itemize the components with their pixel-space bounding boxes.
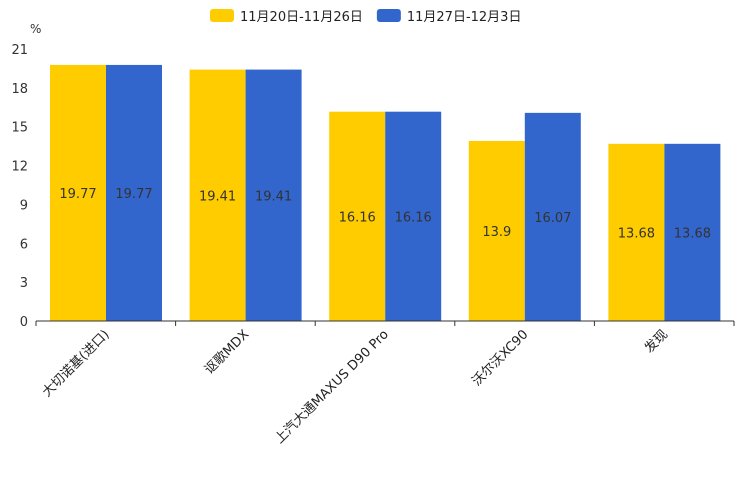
y-tick-label: 15 [11, 121, 28, 136]
y-tick-label: 6 [20, 237, 28, 252]
bar [189, 69, 246, 321]
data-label: 16.07 [534, 211, 571, 226]
bar [245, 69, 302, 321]
x-tick-label: 发现 [641, 327, 671, 357]
bar [106, 64, 162, 321]
data-label: 19.41 [199, 189, 236, 204]
y-tick-label: 0 [20, 315, 28, 330]
bar [664, 143, 721, 321]
data-label: 13.9 [482, 225, 511, 240]
legend-swatch [376, 9, 401, 22]
y-tick-label: 12 [11, 160, 28, 175]
y-tick-label: 18 [11, 82, 28, 97]
data-label: 19.77 [115, 187, 152, 202]
legend-label: 11月20日-11月26日 [240, 10, 363, 25]
y-tick-label: 9 [20, 198, 28, 213]
x-tick-label: 讴歌MDX [202, 327, 252, 377]
bar [385, 111, 442, 322]
bar [468, 140, 525, 321]
y-tick-label: 3 [20, 276, 28, 291]
bar [524, 112, 581, 321]
bar [329, 111, 386, 322]
data-label: 19.41 [255, 189, 292, 204]
legend-label: 11月27日-12月3日 [407, 10, 522, 25]
bar [50, 64, 106, 321]
x-tick-label: 沃尔沃XC90 [469, 327, 531, 389]
data-label: 19.77 [59, 187, 96, 202]
x-tick-label: 大切诺基(进口) [40, 327, 113, 400]
x-tick-label: 上汽大通MAXUS D90 Pro [272, 327, 392, 447]
data-label: 16.16 [339, 210, 376, 225]
data-label: 13.68 [674, 226, 711, 241]
legend-swatch [210, 9, 234, 22]
data-label: 13.68 [618, 226, 655, 241]
data-label: 16.16 [395, 210, 432, 225]
y-tick-label: 21 [11, 43, 28, 58]
bar [608, 143, 665, 321]
y-axis-label: % [30, 22, 41, 36]
